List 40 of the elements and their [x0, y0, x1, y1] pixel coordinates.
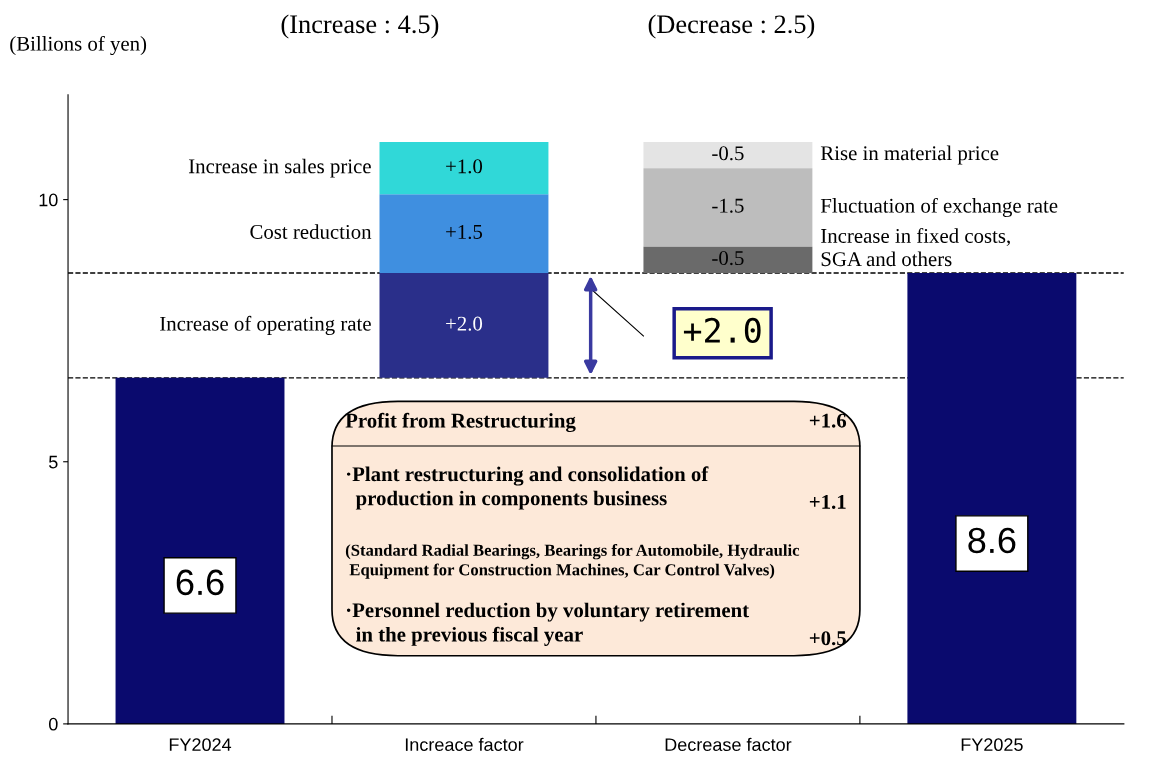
series-label: Increase of operating rate [160, 315, 371, 336]
annotation: +2.0 [683, 317, 761, 344]
y-tick-label: 0 [48, 717, 58, 731]
series-label: Rise in material price [820, 145, 999, 165]
x-tick-label: Decrease factor [665, 737, 792, 752]
bar [379, 273, 549, 378]
y-tick-label: 10 [39, 193, 58, 207]
x-tick-label: Increace factor [405, 737, 524, 752]
annotation: ·Personnel reduction by voluntary retirement in the previous fiscal year [346, 602, 750, 646]
annotation: +0.5 [809, 631, 846, 646]
data-label: -1.5 [712, 198, 744, 213]
data-label: -0.5 [712, 146, 744, 161]
annotation: Profit from Restructuring [345, 412, 576, 433]
series-label: Increase in fixed costs, SGA and others [821, 228, 1010, 267]
bar [643, 246, 813, 274]
data-label: -0.5 [712, 251, 744, 266]
data-label: 6.6 [176, 569, 224, 596]
data-label: +2.0 [446, 316, 483, 331]
series-label: Fluctuation of exchange rate [820, 197, 1058, 218]
data-label: +1.5 [446, 224, 483, 239]
bar [115, 377, 285, 724]
annotation: +1.1 [809, 494, 846, 509]
text: (Decrease : 2.5) [648, 14, 815, 39]
data-label: +1.0 [446, 159, 483, 174]
annotation: +1.6 [809, 413, 847, 428]
series-label: Cost reduction [250, 224, 372, 239]
bar [379, 141, 549, 195]
text: (Increase : 4.5) [281, 14, 439, 39]
x-tick-label: FY2025 [961, 738, 1023, 752]
bar [643, 168, 813, 247]
bar [643, 141, 813, 169]
bar [907, 273, 1077, 724]
annotation: ·Plant restructuring and consolidation of production in components business [346, 466, 709, 510]
bar [379, 194, 549, 274]
y-tick-label: 5 [48, 455, 58, 469]
data-label: 8.6 [968, 527, 1016, 554]
annotation: (Standard Radial Bearings, Bearings for Automobile, Hydraulic Equipment for Construction Machines, Car Control Valves) [345, 543, 800, 579]
x-tick-label: FY2024 [169, 738, 232, 752]
y-axis-title: (Billions of yen) [10, 35, 147, 56]
series-label: Increase in sales price [188, 158, 371, 178]
